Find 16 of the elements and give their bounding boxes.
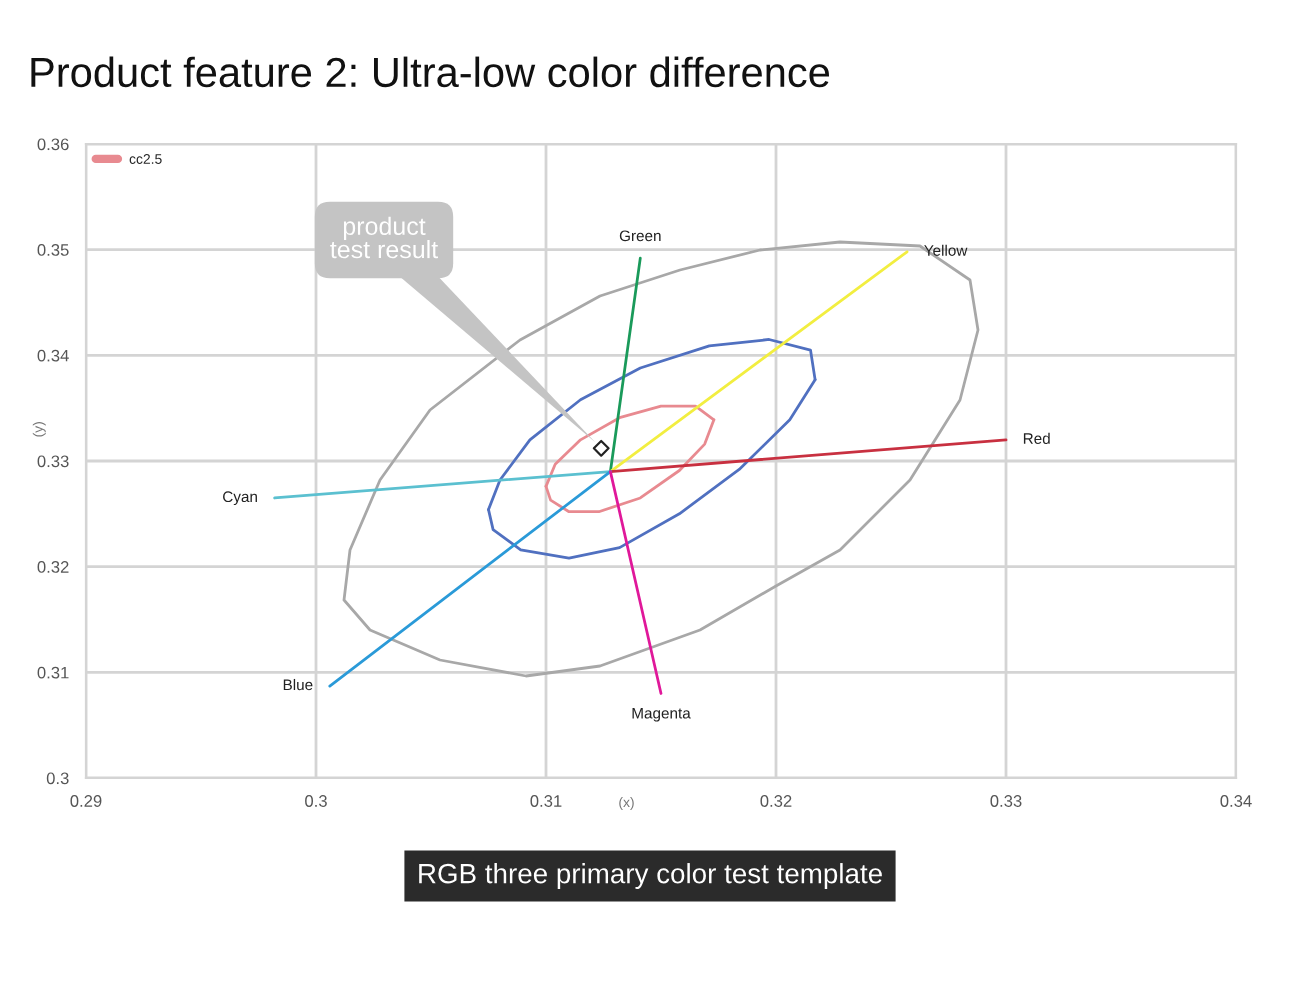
x-tick-label: 0.31 <box>530 795 562 807</box>
x-tick-label: 0.29 <box>70 795 102 807</box>
x-tick-label: 0.33 <box>990 795 1022 807</box>
text: RGB three primary color test template <box>419 863 882 889</box>
y-tick-label: 0.32 <box>37 561 69 573</box>
chart-title: Product feature 2: Ultra-low color difference <box>31 56 830 88</box>
x-tick-label: 0.34 <box>1220 795 1252 807</box>
annotation: product test result <box>330 216 439 259</box>
y-tick-label: 0.35 <box>37 244 69 256</box>
y-tick-label: 0.33 <box>37 455 69 468</box>
y-tick-label: 0.31 <box>37 666 69 679</box>
y-tick-label: 0.36 <box>37 138 69 151</box>
y-tick-label: 0.34 <box>37 349 69 362</box>
y-tick-label: 0.3 <box>46 772 69 785</box>
x-tick-label: 0.3 <box>305 795 327 807</box>
x-tick-label: 0.32 <box>760 795 792 807</box>
